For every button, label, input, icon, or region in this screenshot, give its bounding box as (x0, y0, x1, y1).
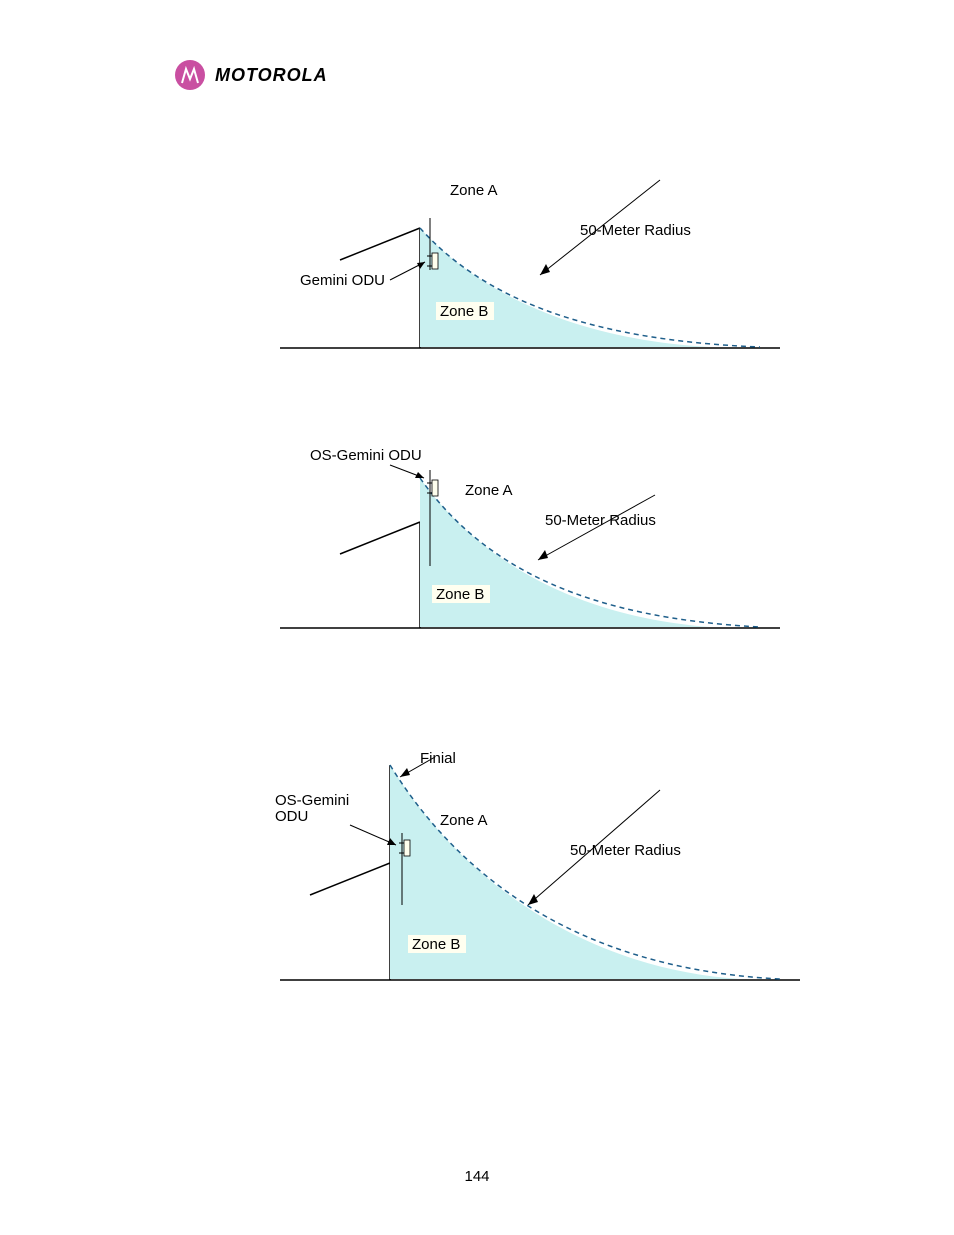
zone-b-label: Zone B (436, 586, 484, 603)
brand-name: MOTOROLA (215, 65, 328, 86)
zone-a-label: Zone A (450, 182, 498, 199)
zone-a-label: Zone A (465, 482, 513, 499)
diagram-rooftop-odu: Zone A Zone B 50-Meter Radius Gemini ODU (280, 150, 800, 380)
radius-label: 50-Meter Radius (545, 512, 656, 529)
radius-label: 50-Meter Radius (580, 222, 691, 239)
radius-label: 50-Meter Radius (570, 842, 681, 859)
zone-b-label: Zone B (412, 936, 460, 953)
brand-logo: MOTOROLA (175, 60, 328, 90)
finial-label: Finial (420, 750, 456, 767)
page-number: 144 (0, 1168, 954, 1185)
motorola-icon (175, 60, 205, 90)
odu-label: OS-GeminiODU (275, 792, 349, 825)
odu-label: Gemini ODU (300, 272, 385, 289)
diagram-rooftop-finial: Zone A Zone B 50-Meter Radius Finial OS-… (260, 745, 820, 1020)
odu-label: OS-Gemini ODU (310, 447, 422, 464)
zone-b-label: Zone B (440, 303, 488, 320)
diagram-rooftop-os-odu: Zone A Zone B 50-Meter Radius OS-Gemini … (280, 430, 800, 660)
zone-a-label: Zone A (440, 812, 488, 829)
